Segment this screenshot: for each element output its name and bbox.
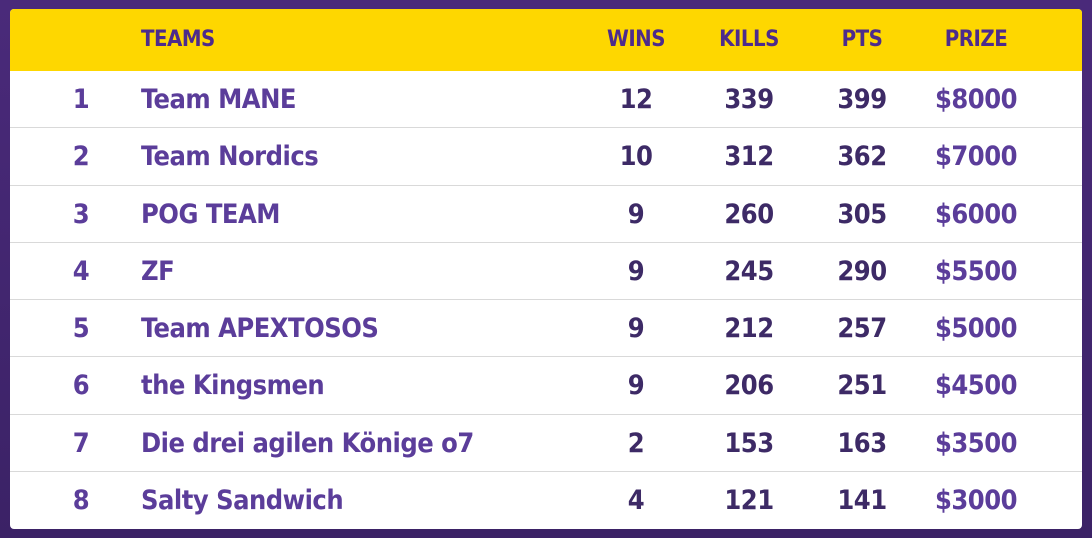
kills-cell: 206 xyxy=(724,370,774,402)
kills-cell: 212 xyxy=(724,313,774,344)
prize-cell: $8000 xyxy=(934,84,1018,115)
header-prize: PRIZE xyxy=(944,27,1008,52)
pts-cell: 305 xyxy=(837,198,887,230)
team-cell: Die drei agilen Könige o7 xyxy=(141,427,474,459)
rank-cell: 1 xyxy=(72,84,90,115)
header-pts: PTS xyxy=(841,27,883,52)
pts-cell: 290 xyxy=(837,255,887,287)
table-row: 5 Team APEXTOSOS 9 212 257 $5000 xyxy=(10,300,1082,358)
header-wins: WINS xyxy=(606,27,666,52)
rank-cell: 7 xyxy=(72,427,90,459)
prize-cell: $3000 xyxy=(934,484,1018,516)
table-body: 1 Team MANE 12 339 399 $8000 2 Team Nord… xyxy=(10,71,1082,529)
kills-cell: 245 xyxy=(724,255,774,287)
prize-cell: $5000 xyxy=(934,313,1018,344)
leaderboard-table: TEAMS WINS KILLS PTS PRIZE 1 Team MANE 1… xyxy=(10,9,1082,529)
wins-cell: 2 xyxy=(627,427,645,459)
wins-cell: 10 xyxy=(619,141,653,173)
team-cell: Team MANE xyxy=(141,84,297,115)
table-row: 2 Team Nordics 10 312 362 $7000 xyxy=(10,128,1082,186)
rank-cell: 4 xyxy=(72,255,90,287)
rank-cell: 6 xyxy=(72,370,90,402)
table-row: 7 Die drei agilen Könige o7 2 153 163 $3… xyxy=(10,415,1082,472)
header-kills: KILLS xyxy=(719,27,779,52)
table-row: 3 POG TEAM 9 260 305 $6000 xyxy=(10,186,1082,243)
wins-cell: 12 xyxy=(619,84,653,115)
kills-cell: 339 xyxy=(724,84,774,115)
pts-cell: 362 xyxy=(837,141,887,173)
rank-cell: 2 xyxy=(72,141,90,173)
wins-cell: 4 xyxy=(627,484,645,516)
wins-cell: 9 xyxy=(627,198,645,230)
kills-cell: 153 xyxy=(724,427,774,459)
rank-cell: 8 xyxy=(72,484,90,516)
team-cell: Team Nordics xyxy=(141,141,319,173)
team-cell: POG TEAM xyxy=(141,198,280,230)
prize-cell: $3500 xyxy=(934,427,1018,459)
table-header: TEAMS WINS KILLS PTS PRIZE xyxy=(10,9,1082,71)
table-row: 4 ZF 9 245 290 $5500 xyxy=(10,243,1082,300)
team-cell: Team APEXTOSOS xyxy=(141,313,379,344)
pts-cell: 141 xyxy=(837,484,887,516)
prize-cell: $5500 xyxy=(934,255,1018,287)
wins-cell: 9 xyxy=(627,313,645,344)
table-row: 6 the Kingsmen 9 206 251 $4500 xyxy=(10,357,1082,415)
prize-cell: $7000 xyxy=(934,141,1018,173)
wins-cell: 9 xyxy=(627,370,645,402)
team-cell: ZF xyxy=(141,255,175,287)
team-cell: the Kingsmen xyxy=(141,370,325,402)
kills-cell: 260 xyxy=(724,198,774,230)
pts-cell: 251 xyxy=(837,370,887,402)
wins-cell: 9 xyxy=(627,255,645,287)
pts-cell: 163 xyxy=(837,427,887,459)
prize-cell: $4500 xyxy=(934,370,1018,402)
kills-cell: 121 xyxy=(724,484,774,516)
rank-cell: 5 xyxy=(72,313,90,344)
header-teams: TEAMS xyxy=(141,27,215,52)
kills-cell: 312 xyxy=(724,141,774,173)
prize-cell: $6000 xyxy=(934,198,1018,230)
pts-cell: 399 xyxy=(837,84,887,115)
pts-cell: 257 xyxy=(837,313,887,344)
table-row: 1 Team MANE 12 339 399 $8000 xyxy=(10,71,1082,129)
rank-cell: 3 xyxy=(72,198,90,230)
table-row: 8 Salty Sandwich 4 121 141 $3000 xyxy=(10,472,1082,529)
team-cell: Salty Sandwich xyxy=(141,484,344,516)
